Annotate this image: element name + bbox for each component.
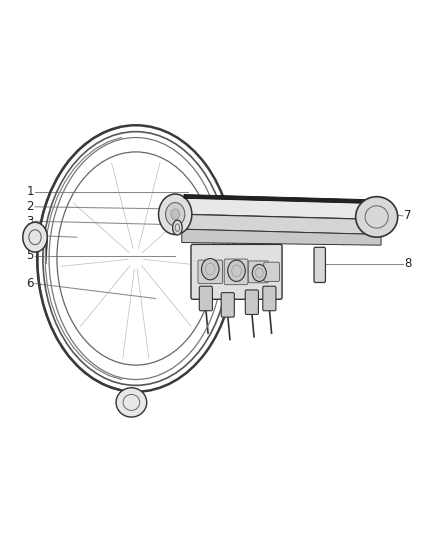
Circle shape [252, 264, 266, 281]
FancyBboxPatch shape [264, 262, 279, 281]
Circle shape [201, 259, 219, 280]
Text: 3: 3 [26, 215, 34, 228]
Circle shape [228, 260, 245, 281]
Circle shape [171, 209, 180, 220]
FancyBboxPatch shape [198, 260, 223, 284]
Polygon shape [182, 229, 381, 245]
Text: 4: 4 [26, 229, 34, 242]
Ellipse shape [116, 388, 147, 417]
FancyBboxPatch shape [191, 244, 282, 300]
Text: 1: 1 [26, 185, 34, 198]
Text: 7: 7 [404, 209, 412, 222]
Circle shape [23, 222, 47, 252]
FancyBboxPatch shape [199, 286, 212, 311]
FancyBboxPatch shape [245, 290, 258, 314]
Ellipse shape [356, 197, 398, 237]
Text: 8: 8 [404, 257, 412, 270]
Ellipse shape [173, 220, 182, 235]
Polygon shape [182, 197, 381, 220]
FancyBboxPatch shape [224, 259, 248, 285]
Polygon shape [182, 214, 381, 235]
FancyBboxPatch shape [248, 261, 268, 282]
FancyBboxPatch shape [263, 286, 276, 311]
Text: 5: 5 [26, 249, 34, 262]
Circle shape [159, 194, 192, 235]
Text: 6: 6 [26, 277, 34, 290]
FancyBboxPatch shape [221, 293, 234, 317]
Circle shape [166, 203, 185, 226]
FancyBboxPatch shape [314, 247, 325, 282]
Text: 2: 2 [26, 200, 34, 213]
Polygon shape [184, 195, 377, 204]
